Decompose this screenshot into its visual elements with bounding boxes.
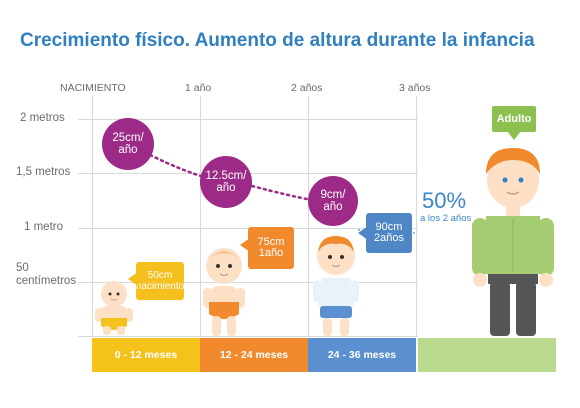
column-label-3y: 3 años [399, 82, 431, 94]
adult-label: Adulto [492, 106, 536, 132]
column-label-1y: 1 año [185, 82, 212, 94]
adult-man-icon [472, 148, 554, 336]
grid-col-3y [416, 96, 417, 336]
column-label-birth: NACIMIENTO [60, 82, 126, 94]
percent-value: 50% [422, 188, 467, 213]
callout-birth-pointer [128, 272, 138, 286]
grid-line-50cm [78, 282, 418, 283]
callout-2-year-pointer [358, 226, 368, 240]
callout-1-year-height: 75cm 1año [248, 227, 294, 269]
column-label-2y: 2 años [291, 82, 323, 94]
baby-newborn-icon [95, 281, 133, 335]
grid-line-2m [78, 119, 418, 120]
callout-birth-height: 50cm nacimiento [136, 262, 184, 300]
age-bar-adult [418, 338, 556, 372]
grid-col-birth [92, 96, 93, 336]
row-label-2m: 2 metros [20, 112, 65, 124]
growth-bubble-third-year: 9cm/ año [308, 176, 358, 226]
row-label-1-5m: 1,5 metros [16, 166, 71, 178]
callout-1-year-pointer [240, 238, 250, 252]
grid-line-base [78, 336, 418, 337]
grid-col-2y [308, 96, 309, 336]
age-bar-12-24: 12 - 24 meses [200, 338, 308, 372]
grid-col-1y [200, 96, 201, 336]
age-bar-24-36: 24 - 36 meses [308, 338, 416, 372]
row-label-50cm: 50 centímetros [16, 262, 77, 287]
age-bar-0-12: 0 - 12 meses [92, 338, 200, 372]
percent-subtitle: a los 2 años [420, 213, 472, 224]
page-title: Crecimiento físico. Aumento de altura du… [20, 30, 535, 51]
callout-2-year-height: 90cm 2años [366, 213, 412, 253]
baby-one-year-icon [203, 248, 245, 336]
row-label-1m: 1 metro [24, 221, 63, 233]
growth-bubble-first-year: 25cm/ año [102, 118, 154, 170]
adult-label-pointer [507, 131, 521, 140]
growth-bubble-second-year: 12.5cm/ año [200, 156, 252, 208]
toddler-two-year-icon [313, 236, 359, 336]
